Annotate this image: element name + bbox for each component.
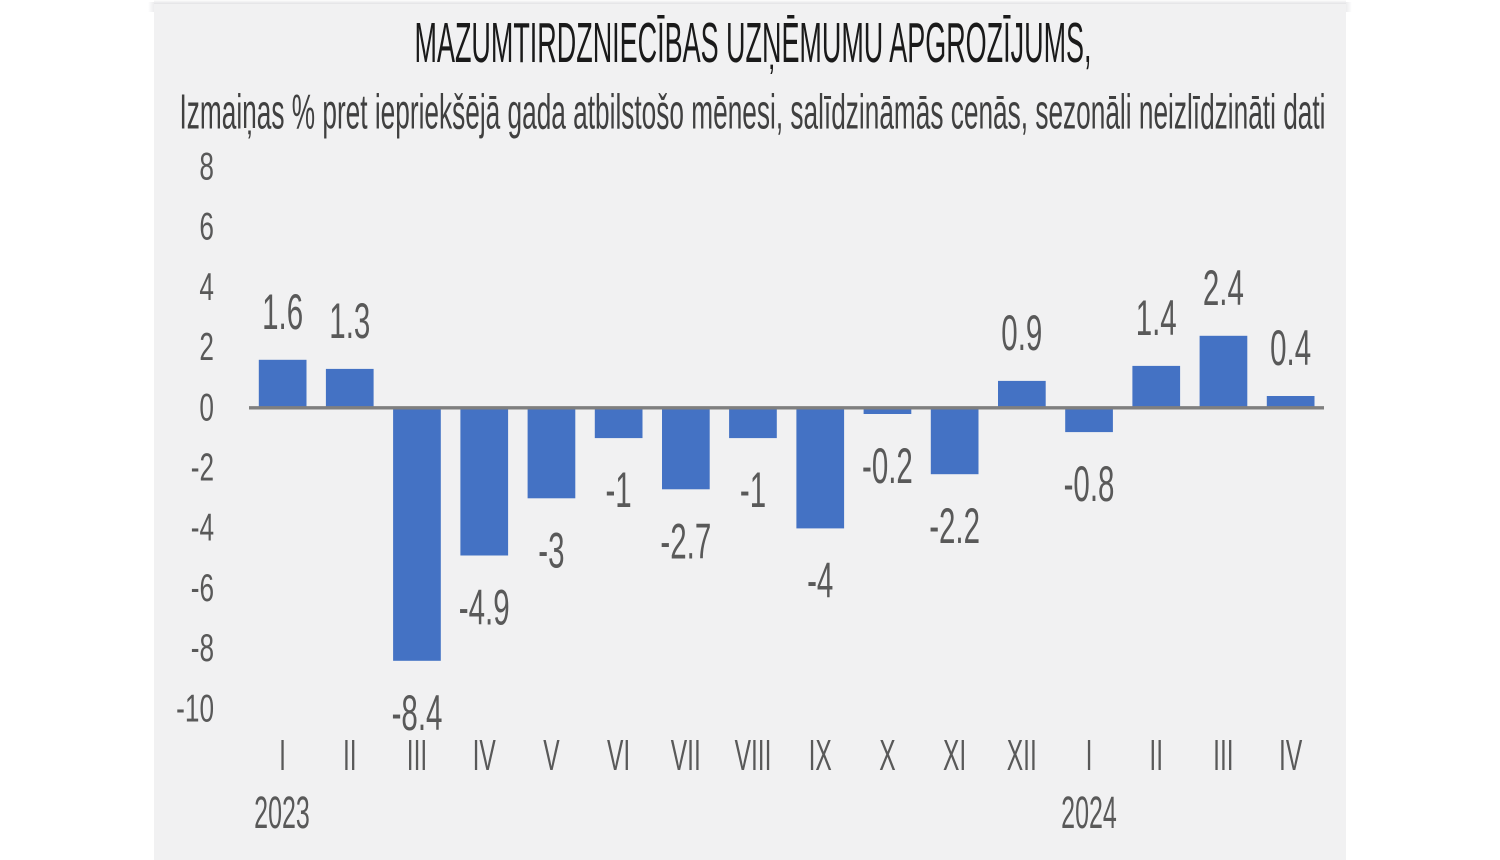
svg-text:XII: XII — [1007, 732, 1037, 780]
svg-text:X: X — [879, 732, 895, 780]
svg-text:2.4: 2.4 — [1203, 260, 1244, 316]
svg-text:II: II — [343, 732, 357, 780]
svg-text:MAZUMTIRDZNIECĪBAS UZŅĒMUMU AP: MAZUMTIRDZNIECĪBAS UZŅĒMUMU APGROZĪJUMS, — [415, 11, 1092, 75]
svg-text:6: 6 — [199, 205, 214, 248]
svg-text:VIII: VIII — [735, 732, 772, 780]
svg-text:-6: -6 — [191, 566, 214, 609]
svg-text:III: III — [1213, 732, 1233, 780]
svg-text:II: II — [1149, 732, 1163, 780]
svg-text:-0.2: -0.2 — [862, 438, 913, 494]
svg-text:-2.2: -2.2 — [929, 498, 980, 554]
svg-text:IX: IX — [809, 732, 832, 780]
svg-text:IV: IV — [1279, 732, 1303, 780]
svg-text:-1: -1 — [605, 462, 631, 518]
svg-text:-8.4: -8.4 — [392, 685, 443, 741]
svg-text:-8: -8 — [191, 626, 214, 669]
svg-text:-4: -4 — [807, 552, 833, 608]
svg-text:-4: -4 — [191, 506, 214, 549]
svg-text:-2: -2 — [191, 445, 214, 488]
svg-text:Izmaiņas % pret iepriekšējā ga: Izmaiņas % pret iepriekšējā gada atbilst… — [180, 86, 1326, 140]
svg-text:-3: -3 — [538, 522, 564, 578]
svg-text:0.4: 0.4 — [1270, 320, 1311, 376]
svg-text:8: 8 — [199, 144, 214, 187]
svg-text:1.3: 1.3 — [329, 293, 370, 349]
svg-text:III: III — [407, 732, 427, 780]
svg-text:-4.9: -4.9 — [459, 579, 510, 635]
svg-text:1.6: 1.6 — [262, 284, 303, 340]
svg-text:2023: 2023 — [254, 787, 310, 838]
svg-text:VI: VI — [607, 732, 630, 780]
svg-text:2: 2 — [199, 325, 214, 368]
svg-text:1.4: 1.4 — [1136, 290, 1177, 346]
svg-text:VII: VII — [671, 732, 701, 780]
svg-text:V: V — [543, 732, 560, 780]
svg-text:0.9: 0.9 — [1001, 305, 1042, 361]
svg-text:-1: -1 — [740, 462, 766, 518]
svg-text:0: 0 — [199, 385, 214, 428]
svg-text:I: I — [1086, 732, 1093, 780]
svg-text:-2.7: -2.7 — [660, 513, 711, 569]
svg-text:2024: 2024 — [1061, 787, 1117, 838]
svg-text:-10: -10 — [176, 686, 214, 729]
svg-text:IV: IV — [473, 732, 497, 780]
svg-text:I: I — [279, 732, 286, 780]
svg-text:-0.8: -0.8 — [1064, 456, 1115, 512]
svg-text:XI: XI — [943, 732, 966, 780]
svg-text:4: 4 — [199, 265, 214, 308]
